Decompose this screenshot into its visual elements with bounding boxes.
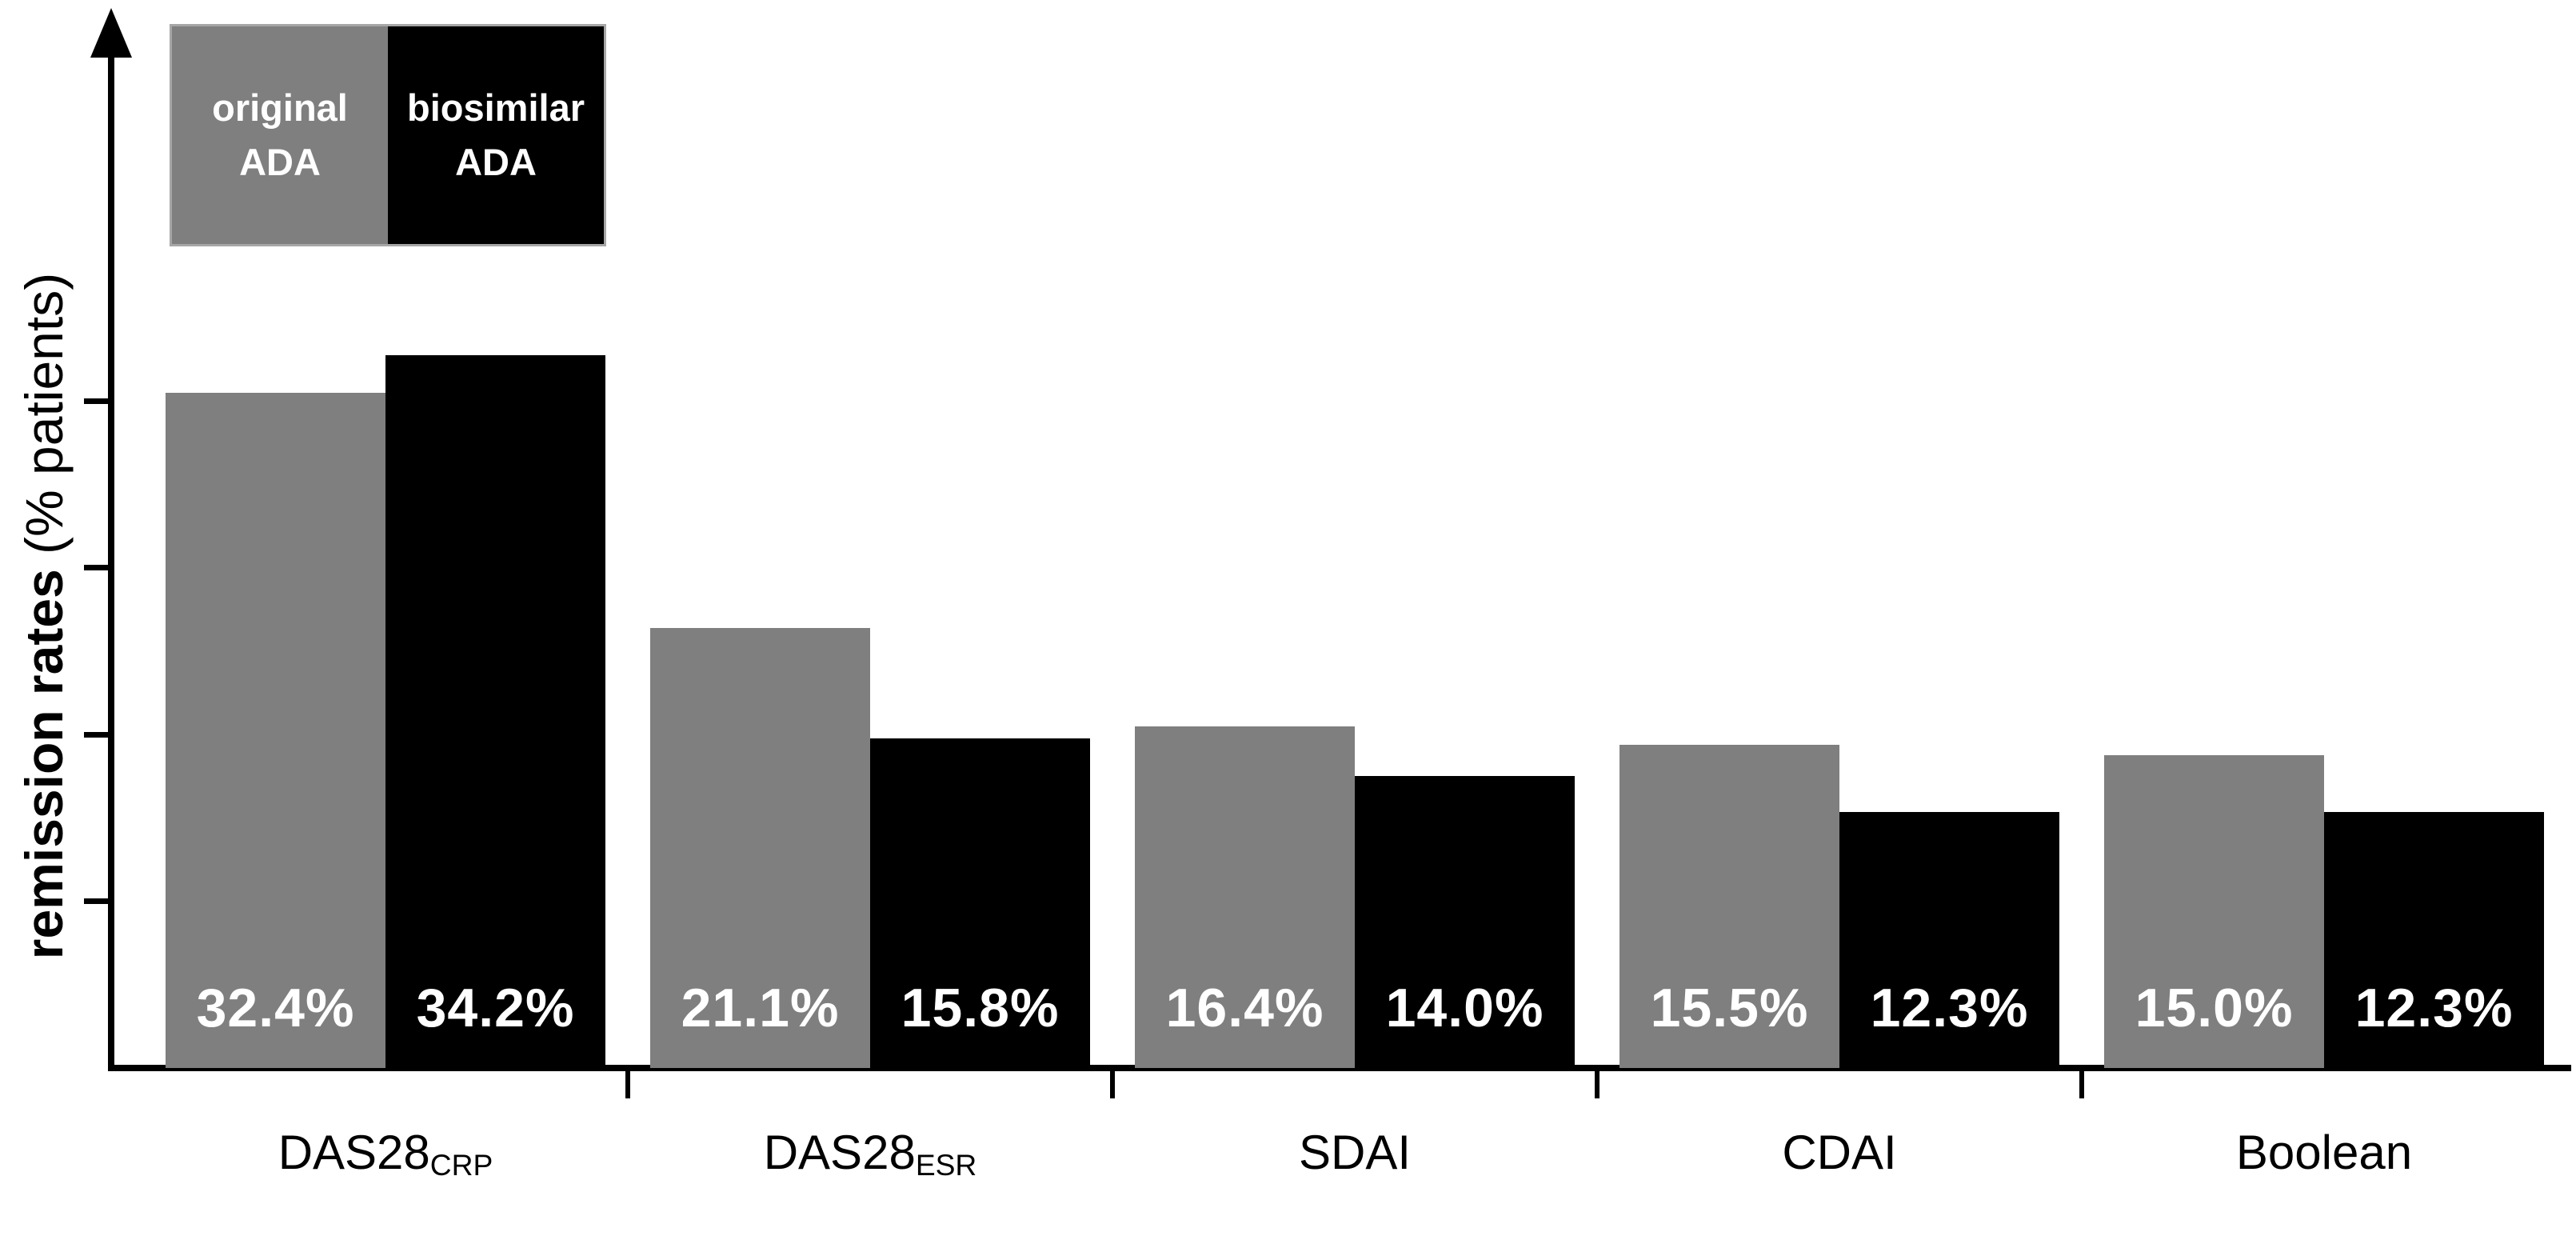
category-label-subscript: CRP xyxy=(429,1148,493,1182)
y-axis-label-regular: (% patients) xyxy=(14,272,74,570)
bar-biosimilar-ada: 15.8% xyxy=(870,738,1090,1068)
bar-biosimilar-ada: 12.3% xyxy=(2324,812,2544,1068)
bar-value-label: 32.4% xyxy=(196,978,355,1038)
category-label-base: CDAI xyxy=(1782,1126,1897,1179)
legend-item-biosimilar-ada: biosimilar ADA xyxy=(388,26,604,244)
category-label-base: DAS28 xyxy=(278,1126,430,1179)
group-separator-tick xyxy=(1110,1071,1115,1098)
x-axis xyxy=(108,1065,2571,1071)
y-axis-tick xyxy=(84,898,110,905)
bar-value-label: 14.0% xyxy=(1385,978,1544,1038)
category-label-base: Boolean xyxy=(2235,1126,2413,1179)
legend: original ADA biosimilar ADA xyxy=(170,24,606,246)
y-axis-tick xyxy=(84,731,110,738)
bar-value-label: 12.3% xyxy=(1870,978,2029,1038)
category-label: SDAI xyxy=(1111,1124,1599,1182)
bar-original-ada: 21.1% xyxy=(650,628,870,1068)
bar-biosimilar-ada: 12.3% xyxy=(1839,812,2059,1068)
bar-value-label: 34.2% xyxy=(416,978,575,1038)
bar-biosimilar-ada: 34.2% xyxy=(385,355,605,1068)
category-label: DAS28CRP xyxy=(142,1124,629,1182)
group-separator-tick xyxy=(625,1071,630,1098)
bar-chart: remission rates (% patients) original AD… xyxy=(14,8,2571,1182)
legend-label-line: ADA xyxy=(455,141,537,183)
bar-value-label: 15.5% xyxy=(1650,978,1809,1038)
bar-value-label: 12.3% xyxy=(2354,978,2514,1038)
category-label-base: SDAI xyxy=(1298,1126,1412,1179)
legend-label-line: original xyxy=(212,86,348,129)
bar-original-ada: 15.5% xyxy=(1619,745,1839,1068)
category-label: DAS28ESR xyxy=(626,1124,1114,1182)
bar-value-label: 15.8% xyxy=(901,978,1060,1038)
group-separator-tick xyxy=(1595,1071,1600,1098)
category-label-subscript: ESR xyxy=(915,1148,977,1182)
bar-original-ada: 32.4% xyxy=(166,393,385,1068)
category-label: CDAI xyxy=(1596,1124,2083,1182)
bar-value-label: 15.0% xyxy=(2135,978,2294,1038)
category-label: Boolean xyxy=(2080,1124,2568,1182)
bar-original-ada: 16.4% xyxy=(1135,726,1355,1068)
y-axis xyxy=(108,16,114,1071)
bar-original-ada: 15.0% xyxy=(2104,755,2324,1068)
y-axis-label-bold: remission rates xyxy=(14,569,74,960)
y-axis-label: remission rates (% patients) xyxy=(10,0,78,1256)
y-axis-tick xyxy=(84,398,110,404)
legend-label-line: ADA xyxy=(239,141,321,183)
legend-label-line: biosimilar xyxy=(406,86,585,129)
legend-item-original-ada: original ADA xyxy=(172,26,388,244)
group-separator-tick xyxy=(2079,1071,2084,1098)
bar-value-label: 16.4% xyxy=(1165,978,1324,1038)
category-label-base: DAS28 xyxy=(763,1126,916,1179)
bar-value-label: 21.1% xyxy=(681,978,840,1038)
y-axis-tick xyxy=(84,565,110,571)
bar-biosimilar-ada: 14.0% xyxy=(1355,776,1575,1068)
y-axis-arrow-icon xyxy=(90,8,132,58)
